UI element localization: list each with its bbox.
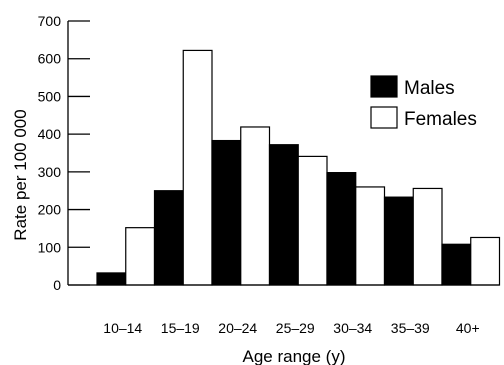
y-axis: 0 100 200 300 400 500 600 700 [38,13,90,293]
bars [96,49,501,286]
y-tick-label: 0 [53,277,61,293]
legend: Males Females [370,75,477,130]
y-tick-label: 300 [38,164,62,180]
x-tick-label: 20–24 [218,320,257,336]
bar-females-1 [125,227,156,286]
bar-females-2 [182,49,213,286]
x-tick-label: 40+ [456,320,480,336]
bar-males-4 [268,144,299,286]
x-tick-label: 10–14 [103,320,142,336]
x-tick-label: 15–19 [161,320,200,336]
bar-males-2 [153,190,184,286]
bar-males-5 [326,172,357,286]
bar-females-5 [355,186,386,286]
x-tick-label: 35–39 [391,320,430,336]
legend-label-females: Females [404,109,477,130]
bar-males-3 [211,139,242,286]
x-tick-label: 30–34 [333,320,372,336]
bar-males-7 [441,243,472,286]
x-axis-title: Age range (y) [243,347,346,365]
bar-females-6 [412,187,443,286]
bar-males-1 [96,272,127,286]
x-axis: 10–14 15–19 20–24 25–29 30–34 35–39 40+ [68,284,500,336]
y-tick-label: 400 [38,126,62,142]
y-tick-label: 600 [38,51,62,67]
legend-label-males: Males [404,78,455,99]
y-tick-label: 500 [38,88,62,104]
y-tick-label: 100 [38,239,62,255]
legend-swatch-males [370,75,398,98]
bar-females-7 [470,236,501,286]
y-axis-title: Rate per 100 000 [11,109,30,240]
bar-females-4 [297,155,328,286]
y-tick-label: 700 [38,13,62,29]
x-tick-label: 25–29 [276,320,315,336]
bar-males-6 [383,196,414,286]
legend-swatch-females [370,106,398,129]
y-tick-label: 200 [38,202,62,218]
bar-females-3 [240,126,271,286]
